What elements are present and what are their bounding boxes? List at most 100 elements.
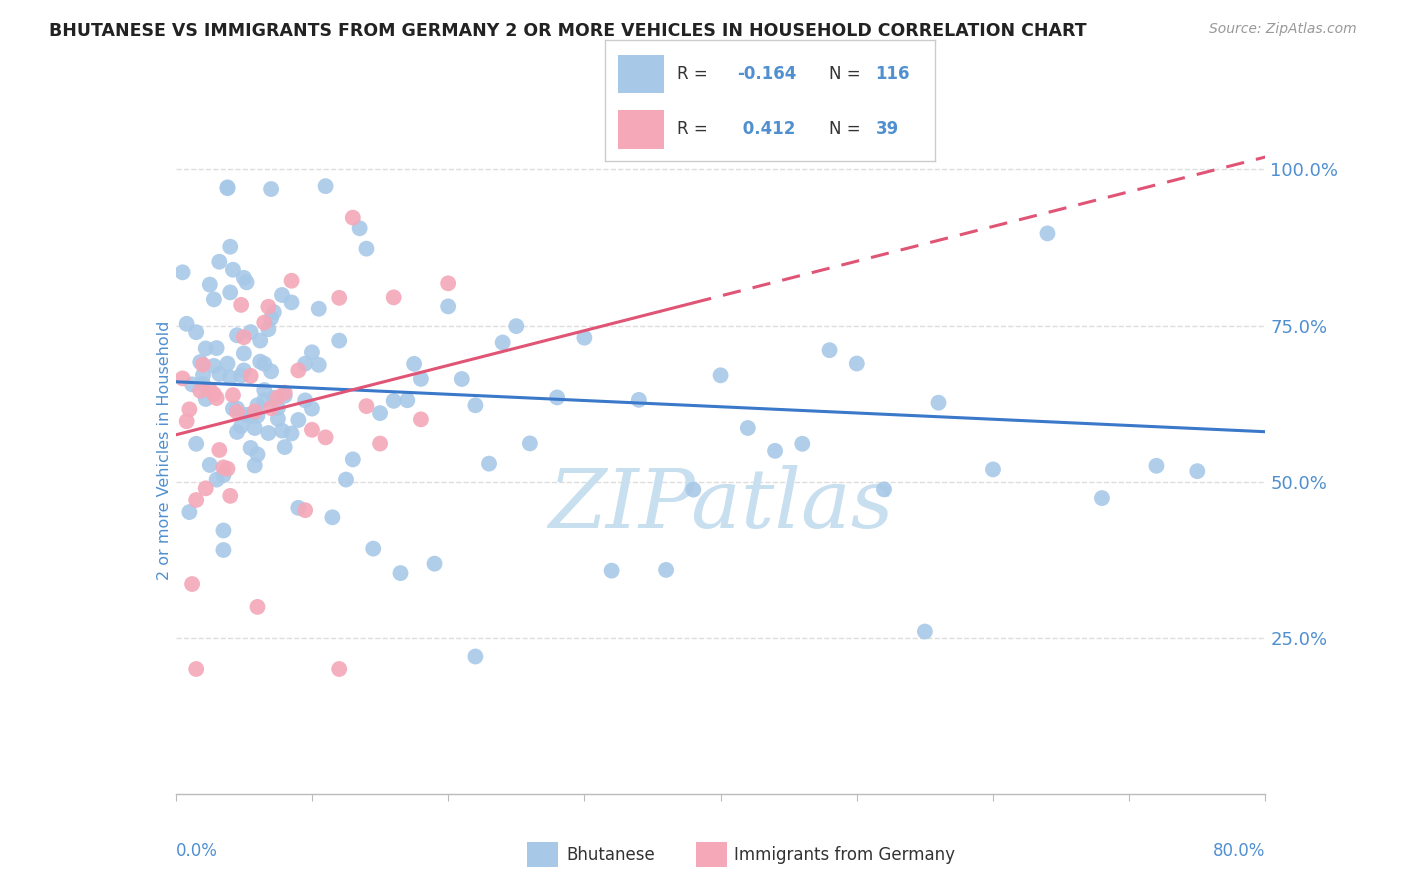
Point [249, 334, 271, 348]
Point [873, 483, 896, 497]
Point [342, 211, 364, 225]
Point [260, 182, 283, 196]
Point [382, 290, 405, 304]
Point [217, 357, 239, 371]
Point [274, 440, 297, 454]
Point [308, 301, 330, 316]
Point [246, 409, 269, 423]
Point [205, 391, 228, 405]
Point [191, 358, 214, 372]
Point [328, 662, 350, 676]
Point [226, 328, 249, 343]
Point [222, 262, 245, 277]
Point [202, 293, 225, 307]
Point [235, 408, 257, 422]
Text: 0.0%: 0.0% [176, 842, 218, 860]
Point [349, 221, 371, 235]
Point [478, 457, 501, 471]
Point [437, 277, 460, 291]
Point [519, 436, 541, 450]
Point [243, 421, 266, 435]
Point [335, 473, 357, 487]
Point [239, 409, 262, 424]
Text: 39: 39 [876, 120, 898, 138]
Point [198, 383, 221, 397]
Point [505, 319, 527, 334]
Text: 116: 116 [876, 65, 910, 83]
Point [246, 599, 269, 614]
Point [356, 242, 378, 256]
Point [315, 430, 337, 444]
Point [294, 393, 316, 408]
Point [267, 401, 290, 415]
Point [186, 493, 208, 508]
Point [1187, 464, 1209, 478]
Point [287, 413, 309, 427]
Point [232, 330, 254, 344]
Point [409, 412, 432, 426]
Point [315, 179, 337, 194]
Point [232, 363, 254, 377]
Point [179, 505, 201, 519]
Bar [617, 110, 664, 149]
Point [682, 483, 704, 497]
Point [226, 401, 249, 416]
Text: N =: N = [830, 65, 866, 83]
Point [181, 377, 204, 392]
Point [246, 398, 269, 412]
Point [202, 359, 225, 373]
Point [257, 425, 280, 440]
Point [404, 357, 426, 371]
Text: Source: ZipAtlas.com: Source: ZipAtlas.com [1209, 22, 1357, 37]
Point [176, 317, 198, 331]
Point [232, 346, 254, 360]
Point [217, 180, 239, 194]
Point [249, 354, 271, 368]
Point [260, 401, 283, 416]
Text: Immigrants from Germany: Immigrants from Germany [734, 846, 955, 863]
Point [191, 376, 214, 391]
Point [257, 322, 280, 336]
Point [271, 424, 294, 438]
Point [389, 566, 412, 581]
Point [1036, 227, 1059, 241]
Point [202, 387, 225, 401]
Point [205, 341, 228, 355]
Point [287, 363, 309, 377]
Point [368, 436, 391, 450]
Point [464, 649, 486, 664]
Point [396, 393, 419, 408]
Point [271, 288, 294, 302]
Point [928, 395, 950, 409]
Point [792, 437, 814, 451]
Point [464, 398, 486, 412]
Text: -0.164: -0.164 [737, 65, 796, 83]
Point [450, 372, 472, 386]
Point [198, 277, 221, 292]
Y-axis label: 2 or more Vehicles in Household: 2 or more Vehicles in Household [157, 321, 172, 580]
Text: ZIPatlas: ZIPatlas [548, 466, 893, 545]
Point [226, 425, 249, 439]
Point [219, 285, 242, 300]
Point [191, 368, 214, 383]
Point [294, 503, 316, 517]
Point [280, 295, 302, 310]
Point [253, 316, 276, 330]
Point [710, 368, 733, 383]
Point [172, 265, 194, 279]
Point [274, 389, 297, 403]
Point [627, 392, 650, 407]
Point [212, 543, 235, 558]
Point [437, 300, 460, 314]
Point [181, 577, 204, 591]
Point [263, 391, 285, 405]
Point [1144, 458, 1167, 473]
Point [600, 564, 623, 578]
Point [208, 442, 231, 457]
Point [287, 500, 309, 515]
Point [280, 274, 302, 288]
Point [243, 404, 266, 418]
Point [194, 481, 217, 495]
Point [212, 468, 235, 483]
Point [274, 385, 297, 400]
